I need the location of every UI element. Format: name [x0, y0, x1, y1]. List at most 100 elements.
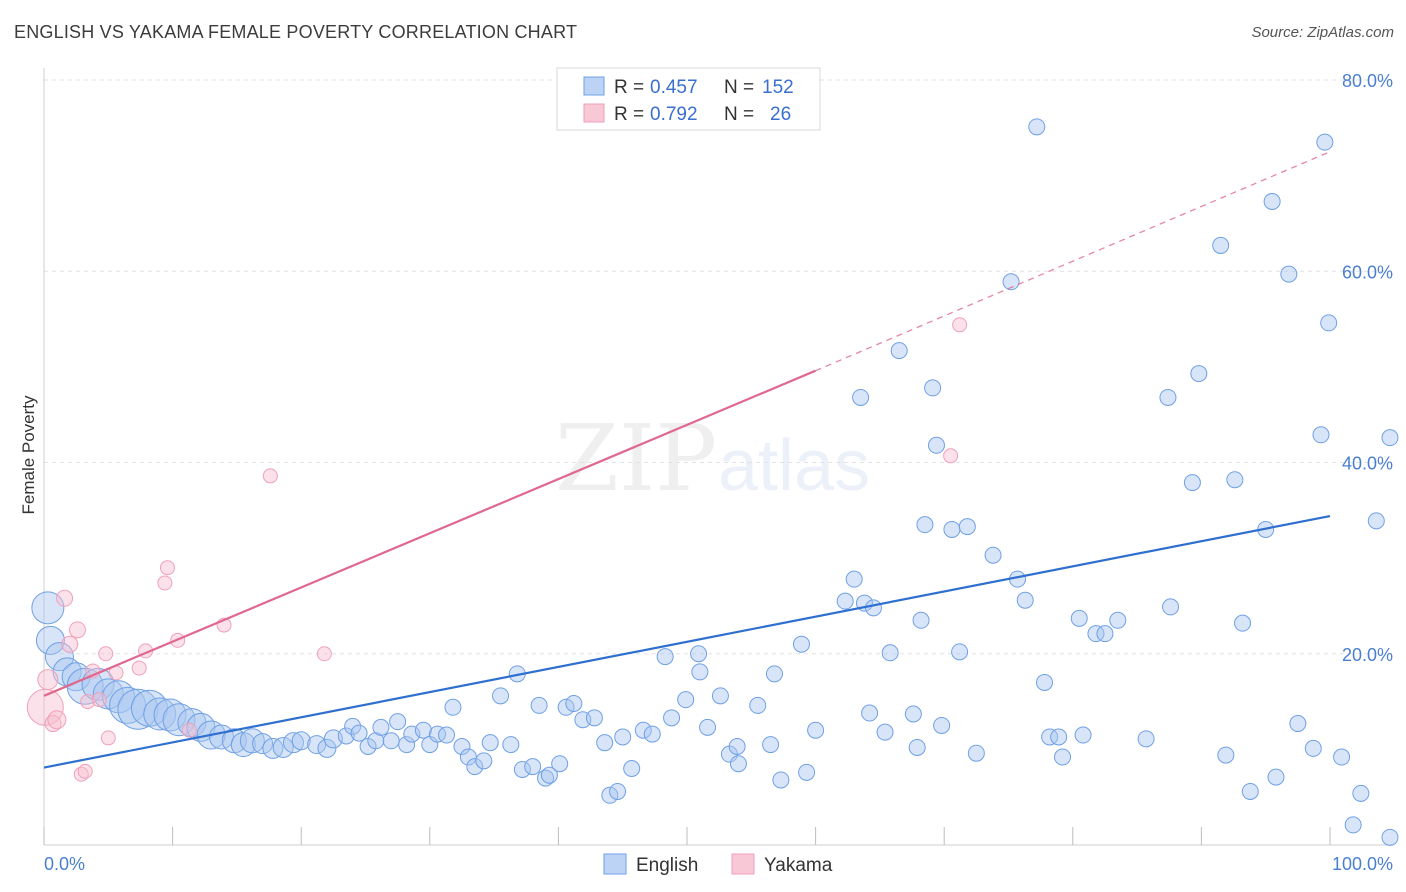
english-point: [389, 713, 407, 731]
yakama-point: [56, 589, 74, 607]
yakama-point: [943, 448, 959, 464]
legend-r-label: R =: [614, 104, 644, 125]
english-point: [252, 733, 274, 755]
english-point: [444, 698, 462, 716]
english-point: [1074, 726, 1092, 744]
gridlines: [44, 79, 1392, 655]
english-point: [807, 721, 825, 739]
english-point: [663, 709, 681, 727]
english-point: [699, 718, 717, 736]
legend-n-value: 152: [762, 77, 794, 98]
english-point: [728, 738, 746, 756]
english-point: [372, 718, 390, 736]
english-point: [438, 726, 456, 744]
english-point: [367, 732, 385, 750]
english-point: [1002, 273, 1020, 291]
english-point: [765, 665, 783, 683]
yakama-point: [80, 694, 96, 710]
legend-swatch-yakama: [583, 103, 605, 123]
axes: [43, 68, 1392, 846]
english-point: [502, 736, 520, 754]
x-tick-labels: 0.0% 100.0%: [44, 854, 1393, 874]
english-point: [143, 697, 177, 731]
english-point: [530, 696, 548, 714]
y-tick-labels: 20.0% 40.0% 60.0% 80.0%: [1342, 71, 1393, 665]
english-point: [601, 786, 619, 804]
english-point: [798, 763, 816, 781]
legend-stats: R = 0.457 N = 152 R = 0.792 N = 26: [556, 67, 821, 131]
english-point: [1217, 746, 1235, 764]
yakama-point: [98, 646, 114, 662]
english-point: [1054, 748, 1072, 766]
english-point: [1159, 388, 1177, 406]
english-point: [585, 709, 603, 727]
legend-r-value: 0.792: [650, 104, 698, 125]
legend-series: English Yakama: [603, 853, 833, 876]
english-point: [861, 704, 879, 722]
english-point: [792, 635, 810, 653]
english-point: [1016, 591, 1034, 609]
watermark: ZIP atlas: [555, 405, 870, 512]
english-point: [35, 625, 65, 655]
english-point: [1304, 739, 1322, 757]
english-point: [1183, 474, 1201, 492]
english-point: [690, 645, 708, 663]
english-point: [344, 717, 362, 735]
x-tick-label: 100.0%: [1332, 854, 1393, 874]
english-point: [524, 758, 542, 776]
english-point: [1333, 748, 1351, 766]
english-point: [31, 591, 65, 625]
yakama-point: [157, 575, 173, 591]
legend-bottom-swatch-english: [603, 853, 627, 875]
y-tick-label: 40.0%: [1342, 454, 1393, 474]
english-trendline: [43, 514, 1331, 769]
yakama-point: [77, 763, 93, 779]
english-point: [557, 698, 575, 716]
english-point: [44, 642, 74, 672]
y-axis-title: Female Poverty: [19, 395, 38, 515]
chart-source: Source: ZipAtlas.com: [1251, 24, 1394, 41]
english-point: [711, 687, 729, 705]
english-point: [1344, 816, 1362, 834]
english-point: [565, 694, 583, 712]
legend-bottom-yakama: Yakama: [764, 855, 833, 876]
y-tick-label: 20.0%: [1342, 645, 1393, 665]
yakama-point: [37, 669, 59, 691]
english-point: [904, 705, 922, 723]
english-point: [1267, 768, 1285, 786]
trendlines: [43, 151, 1331, 769]
english-point: [513, 760, 531, 778]
english-point: [429, 725, 447, 743]
legend-r-value: 0.457: [650, 77, 698, 98]
english-point: [890, 342, 908, 360]
english-point: [677, 691, 695, 709]
legend-bottom-swatch-yakama: [731, 853, 755, 875]
english-point: [927, 436, 945, 454]
english-point: [1241, 782, 1259, 800]
english-point: [951, 643, 969, 661]
english-point: [596, 734, 614, 752]
english-point: [291, 731, 311, 751]
english-point: [656, 648, 674, 666]
english-point: [881, 644, 899, 662]
yakama-point: [316, 646, 332, 662]
english-point: [1028, 118, 1046, 136]
y-tick-label: 60.0%: [1342, 262, 1393, 282]
yakama-trendline: [43, 369, 817, 697]
english-point: [1096, 625, 1114, 643]
yakama-point: [100, 730, 116, 746]
english-point: [307, 735, 327, 755]
english-point: [117, 688, 159, 730]
english-point: [749, 696, 767, 714]
english-point: [1312, 426, 1330, 444]
english-point: [1381, 429, 1399, 447]
legend-r-label: R =: [614, 77, 644, 98]
english-point: [540, 766, 558, 784]
english-point: [984, 546, 1002, 564]
english-point: [1280, 265, 1298, 283]
legend-swatch-english: [583, 76, 605, 96]
english-point: [1137, 730, 1155, 748]
english-point: [1226, 471, 1244, 489]
legend-bottom-english: English: [636, 855, 698, 876]
english-point: [852, 388, 870, 406]
